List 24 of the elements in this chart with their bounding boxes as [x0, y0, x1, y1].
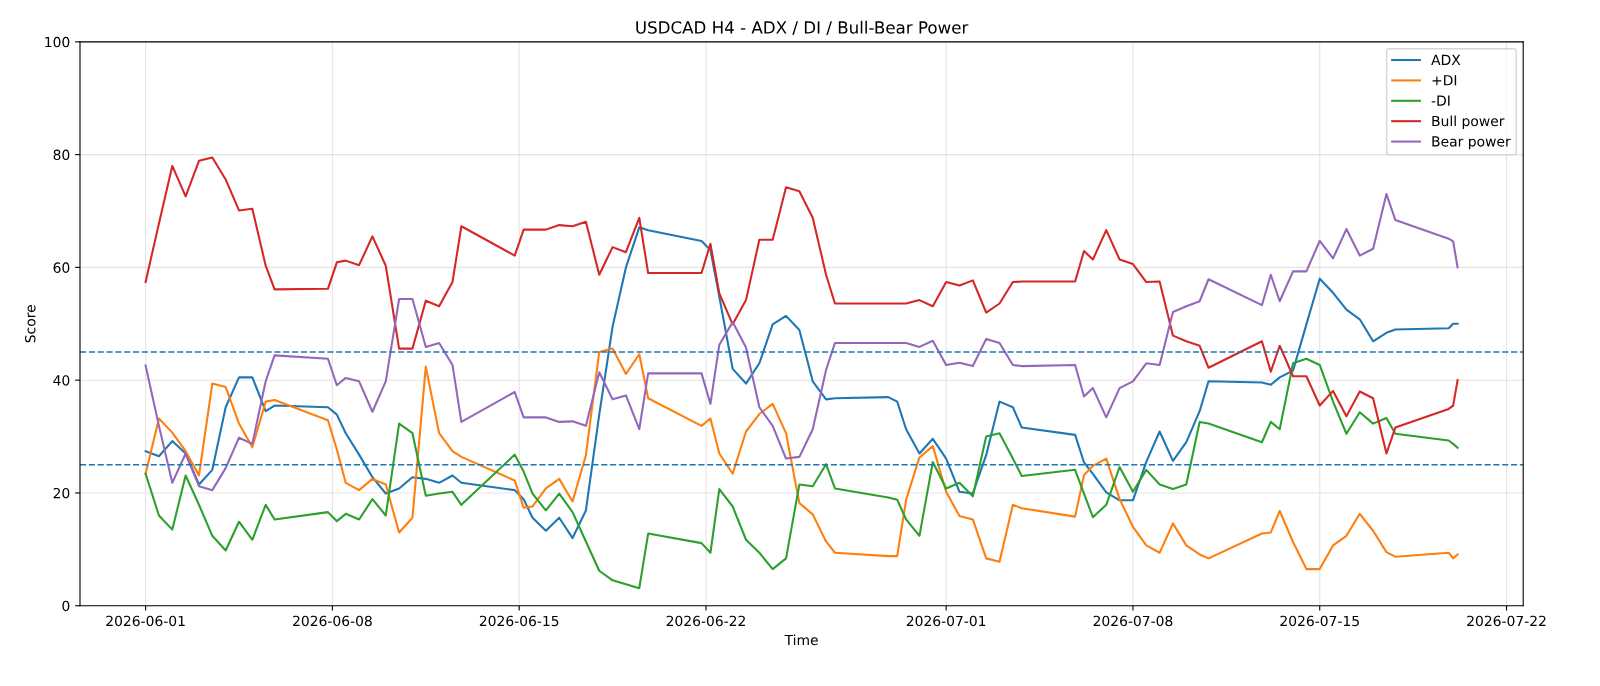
chart-title: USDCAD H4 - ADX / DI / Bull-Bear Power — [636, 20, 969, 36]
x-tick-label: 2026-06-01 — [106, 615, 185, 627]
legend-label: Bear power — [1432, 136, 1511, 150]
x-tick-label: 2026-06-22 — [666, 615, 745, 627]
x-tick-label: 2026-07-22 — [1467, 615, 1546, 627]
y-tick-label: 100 — [45, 36, 70, 48]
y-tick-label: 80 — [53, 149, 70, 161]
x-tick-label: 2026-07-01 — [906, 615, 986, 627]
x-tick-label: 2026-06-15 — [479, 615, 559, 627]
line-series — [144, 156, 1459, 455]
line-series — [144, 193, 1459, 492]
y-axis-title: Score — [25, 305, 36, 343]
x-tick-label: 2026-07-08 — [1093, 615, 1173, 627]
y-tick-label: 0 — [62, 600, 70, 612]
legend-label: ADX — [1431, 54, 1461, 65]
legend-label: Bull power — [1432, 115, 1505, 129]
x-tick-label: 2026-06-08 — [293, 615, 372, 627]
y-tick-label: 20 — [53, 487, 70, 499]
y-tick-label: 40 — [53, 375, 70, 386]
legend-label: +DI — [1432, 75, 1457, 86]
x-axis-title: Time — [784, 634, 818, 646]
x-tick-label: 2026-07-15 — [1280, 615, 1359, 627]
y-tick-label: 60 — [53, 262, 70, 273]
legend-label: -DI — [1431, 95, 1450, 106]
